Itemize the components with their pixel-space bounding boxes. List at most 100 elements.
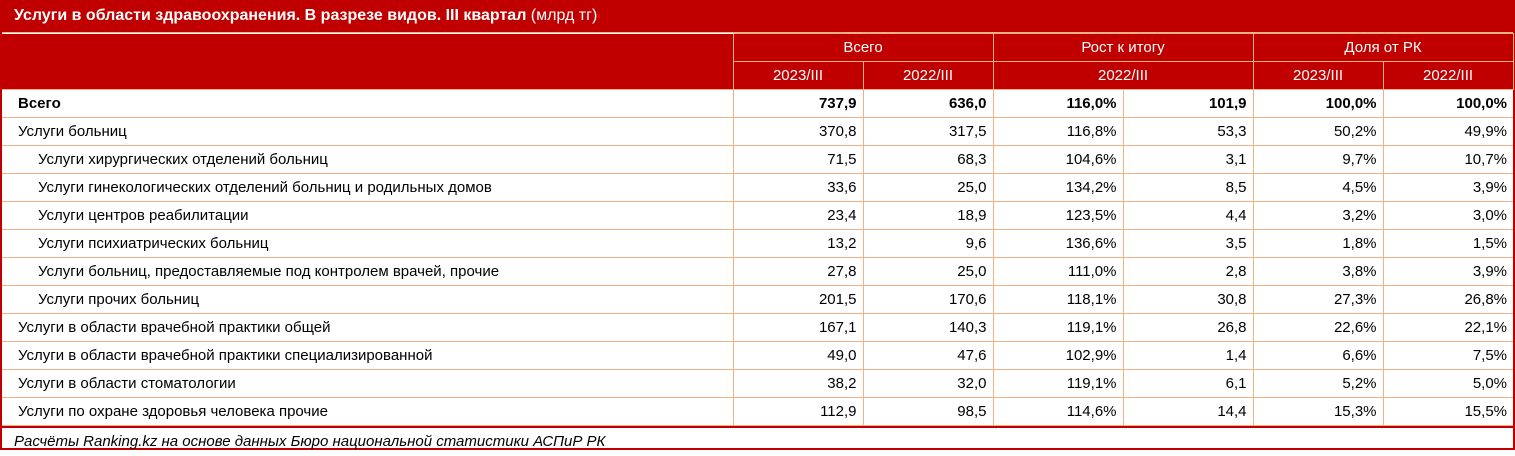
table-row: Услуги в области стоматологии 38,2 32,0 119…	[2, 369, 1514, 398]
cell-growth-pct: 104,6%	[992, 145, 1124, 174]
cell-total-2023: 737,9	[732, 89, 864, 118]
cell-total-2022: 636,0	[862, 89, 994, 118]
cell-growth-pct: 102,9%	[992, 341, 1124, 370]
table-title-main: Услуги в области здравоохранения. В разр…	[14, 7, 527, 24]
row-label: Услуги центров реабилитации	[2, 201, 734, 230]
cell-share-2023: 6,6%	[1252, 341, 1384, 370]
row-label: Услуги прочих больниц	[2, 285, 734, 314]
cell-total-2023: 167,1	[732, 313, 864, 342]
cell-total-2023: 27,8	[732, 257, 864, 286]
header-row-groups: Всего Рост к итогу Доля от РК	[2, 33, 1514, 90]
cell-growth-pct: 118,1%	[992, 285, 1124, 314]
table-row: Услуги хирургических отделений больниц 71…	[2, 145, 1514, 174]
cell-share-2022: 100,0%	[1382, 89, 1514, 118]
table-row: Услуги в области врачебной практики обще…	[2, 313, 1514, 342]
cell-growth-pct: 119,1%	[992, 369, 1124, 398]
header-total-2023: 2023/III	[732, 61, 864, 90]
cell-total-2023: 112,9	[732, 397, 864, 426]
cell-share-2022: 10,7%	[1382, 145, 1514, 174]
cell-share-2023: 22,6%	[1252, 313, 1384, 342]
cell-total-2022: 32,0	[862, 369, 994, 398]
cell-growth-pct: 119,1%	[992, 313, 1124, 342]
table-row: Услуги прочих больниц 201,5 170,6 118,1% 30,…	[2, 285, 1514, 314]
cell-total-2022: 9,6	[862, 229, 994, 258]
cell-total-2022: 25,0	[862, 257, 994, 286]
cell-growth-pct: 136,6%	[992, 229, 1124, 258]
cell-growth-pct: 116,0%	[992, 89, 1124, 118]
cell-share-2023: 3,2%	[1252, 201, 1384, 230]
cell-growth-value: 30,8	[1122, 285, 1254, 314]
cell-share-2022: 26,8%	[1382, 285, 1514, 314]
cell-share-2023: 9,7%	[1252, 145, 1384, 174]
table-row: Услуги по охране здоровья человека прочи…	[2, 397, 1514, 426]
cell-share-2022: 3,9%	[1382, 257, 1514, 286]
cell-share-2022: 1,5%	[1382, 229, 1514, 258]
cell-growth-value: 3,5	[1122, 229, 1254, 258]
table-row: Услуги больниц, предоставляемые под конт…	[2, 257, 1514, 286]
row-label: Услуги больниц, предоставляемые под конт…	[2, 257, 734, 286]
cell-growth-value: 26,8	[1122, 313, 1254, 342]
cell-share-2022: 15,5%	[1382, 397, 1514, 426]
header-group-share: Доля от РК	[1252, 33, 1514, 62]
row-label: Услуги хирургических отделений больниц	[2, 145, 734, 174]
header-growth-2022: 2022/III	[992, 61, 1254, 90]
cell-growth-pct: 114,6%	[992, 397, 1124, 426]
cell-total-2023: 33,6	[732, 173, 864, 202]
header-blank	[2, 33, 734, 90]
cell-total-2022: 140,3	[862, 313, 994, 342]
cell-growth-pct: 123,5%	[992, 201, 1124, 230]
header-row-periods: 2023/III 2022/III 2022/III 2023/III 2022…	[2, 61, 1514, 90]
cell-total-2023: 370,8	[732, 117, 864, 146]
cell-total-2022: 98,5	[862, 397, 994, 426]
row-label: Услуги по охране здоровья человека прочи…	[2, 397, 734, 426]
cell-share-2023: 3,8%	[1252, 257, 1384, 286]
cell-total-2023: 49,0	[732, 341, 864, 370]
cell-growth-value: 2,8	[1122, 257, 1254, 286]
cell-share-2023: 100,0%	[1252, 89, 1384, 118]
table-title: Услуги в области здравоохранения. В разр…	[2, 0, 1513, 33]
cell-growth-value: 101,9	[1122, 89, 1254, 118]
row-label: Услуги в области стоматологии	[2, 369, 734, 398]
cell-share-2022: 22,1%	[1382, 313, 1514, 342]
header-group-total: Всего	[732, 33, 994, 62]
source-note: Расчёты Ranking.kz на основе данных Бюро…	[2, 426, 1513, 456]
row-label: Услуги больниц	[2, 117, 734, 146]
cell-total-2023: 38,2	[732, 369, 864, 398]
cell-share-2023: 27,3%	[1252, 285, 1384, 314]
table-row: Услуги гинекологических отделений больни…	[2, 173, 1514, 202]
cell-growth-pct: 116,8%	[992, 117, 1124, 146]
cell-share-2022: 3,0%	[1382, 201, 1514, 230]
table-row: Услуги психиатрических больниц 13,2 9,6 136…	[2, 229, 1514, 258]
row-label: Услуги психиатрических больниц	[2, 229, 734, 258]
cell-share-2023: 5,2%	[1252, 369, 1384, 398]
table-row: Всего 737,9 636,0 116,0% 101,9 100,0% 100,0%	[2, 89, 1514, 118]
cell-growth-value: 14,4	[1122, 397, 1254, 426]
header-share-2023: 2023/III	[1252, 61, 1384, 90]
cell-total-2022: 317,5	[862, 117, 994, 146]
health-services-table: Всего Рост к итогу Доля от РК 2023/III 2…	[2, 33, 1514, 426]
cell-total-2022: 68,3	[862, 145, 994, 174]
cell-total-2023: 71,5	[732, 145, 864, 174]
row-label: Всего	[2, 89, 734, 118]
cell-share-2023: 50,2%	[1252, 117, 1384, 146]
cell-share-2022: 5,0%	[1382, 369, 1514, 398]
cell-growth-value: 1,4	[1122, 341, 1254, 370]
cell-growth-value: 3,1	[1122, 145, 1254, 174]
cell-share-2022: 3,9%	[1382, 173, 1514, 202]
cell-total-2023: 201,5	[732, 285, 864, 314]
cell-share-2023: 4,5%	[1252, 173, 1384, 202]
cell-growth-value: 8,5	[1122, 173, 1254, 202]
row-label: Услуги в области врачебной практики спец…	[2, 341, 734, 370]
row-label: Услуги гинекологических отделений больни…	[2, 173, 734, 202]
cell-total-2023: 23,4	[732, 201, 864, 230]
cell-total-2023: 13,2	[732, 229, 864, 258]
cell-total-2022: 18,9	[862, 201, 994, 230]
cell-total-2022: 25,0	[862, 173, 994, 202]
row-label: Услуги в области врачебной практики обще…	[2, 313, 734, 342]
table-row: Услуги больниц 370,8 317,5 116,8% 53,3 50,2% 4…	[2, 117, 1514, 146]
cell-growth-value: 53,3	[1122, 117, 1254, 146]
table-title-unit: (млрд тг)	[526, 7, 598, 24]
cell-growth-pct: 134,2%	[992, 173, 1124, 202]
cell-share-2022: 7,5%	[1382, 341, 1514, 370]
cell-growth-pct: 111,0%	[992, 257, 1124, 286]
